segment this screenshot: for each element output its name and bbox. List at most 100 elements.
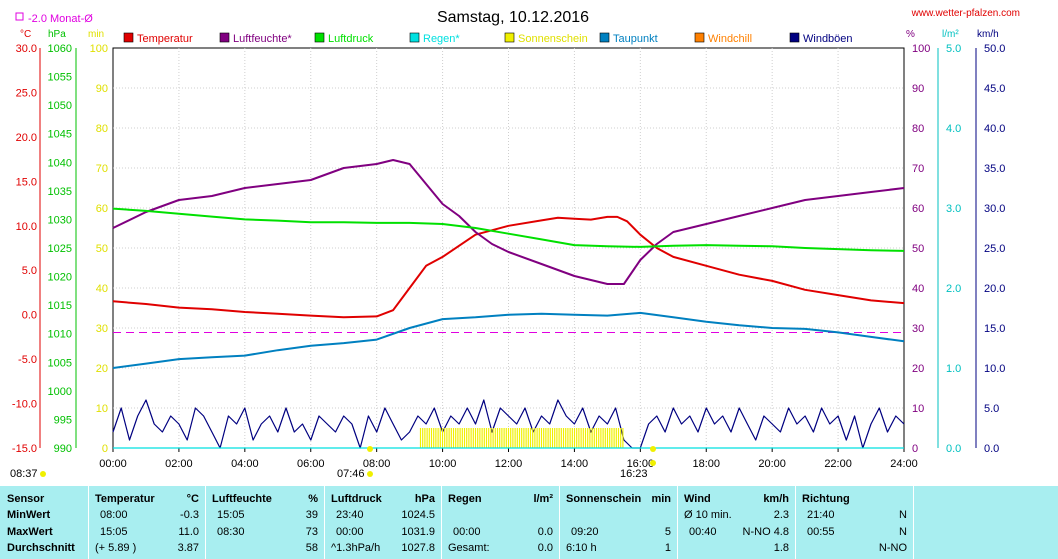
y_temp-tick-2: 20.0 bbox=[16, 132, 37, 144]
sun-markers: 08:37 07:46 16:23 bbox=[10, 446, 656, 480]
y_humidity-tick-7: 30 bbox=[912, 323, 924, 335]
direction-max-value: N bbox=[899, 526, 907, 538]
y_wind-tick-1: 45.0 bbox=[984, 83, 1005, 95]
y_wind-tick-9: 5.0 bbox=[984, 403, 999, 415]
y_sun-tick-1: 90 bbox=[96, 83, 108, 95]
humidity-max-value: 73 bbox=[305, 526, 318, 538]
legend-swatch-7 bbox=[789, 32, 800, 43]
y_sun-tick-10: 0 bbox=[102, 443, 108, 455]
pressure-trend: ^1.3hPa/h bbox=[331, 542, 381, 554]
y_sun-tick-7: 30 bbox=[96, 323, 108, 335]
pressure-max-value: 1031.9 bbox=[401, 526, 435, 538]
y_pressure-tick-8: 1020 bbox=[48, 272, 72, 284]
sunset-icon bbox=[650, 460, 656, 466]
y_humidity-tick-0: 100 bbox=[912, 43, 930, 55]
month-avg-label: -2.0 Monat-Ø bbox=[28, 13, 93, 25]
y_sun-tick-6: 40 bbox=[96, 283, 108, 295]
rain-max-value: 0.0 bbox=[537, 526, 553, 538]
x-tick-2: 04:00 bbox=[231, 458, 259, 470]
legend-swatch-0 bbox=[123, 32, 134, 43]
y_sun-tick-9: 10 bbox=[96, 403, 108, 415]
y_pressure-tick-3: 1045 bbox=[48, 129, 72, 141]
sensor-column: Sensor MinWert MaxWert Durchschnitt bbox=[0, 486, 89, 559]
sunset-marker-icon bbox=[650, 446, 656, 452]
y_pressure-tick-13: 995 bbox=[54, 414, 72, 426]
moonrise-icon bbox=[40, 471, 46, 477]
humidity-max-time: 08:30 bbox=[217, 526, 245, 538]
y_wind-tick-5: 25.0 bbox=[984, 243, 1005, 255]
y_wind-tick-0: 50.0 bbox=[984, 43, 1005, 55]
pressure-min-time: 23:40 bbox=[336, 509, 364, 521]
direction-max-time: 00:55 bbox=[807, 526, 835, 538]
chart-axes: 30.0 25.0 20.0 15.0 10.0 5.0 0.0 -5.0 -10.0 -15.0… bbox=[12, 43, 1006, 470]
y_temp-tick-3: 15.0 bbox=[16, 176, 37, 188]
humidity-column: Luftfeuchte % 15:05 39 08:30 73 58 bbox=[205, 486, 325, 559]
humidity-title: Luftfeuchte bbox=[212, 493, 272, 505]
y_wind-tick-3: 35.0 bbox=[984, 163, 1005, 175]
month-avg-icon bbox=[15, 12, 24, 21]
y_wind-tick-10: 0.0 bbox=[984, 443, 999, 455]
chart-series bbox=[112, 159, 905, 449]
unit-rain: l/m² bbox=[942, 29, 959, 40]
legend-label-4: Sonnenschein bbox=[518, 33, 588, 45]
y_pressure-tick-2: 1050 bbox=[48, 100, 72, 112]
y_pressure-tick-4: 1040 bbox=[48, 157, 72, 169]
temperature-max-value: 11.0 bbox=[178, 526, 199, 538]
sunshine-column: Sonnenschein min 09:20 5 6:10 h 1 bbox=[559, 486, 678, 559]
y_pressure-tick-7: 1025 bbox=[48, 243, 72, 255]
pressure-column: Luftdruck hPa 23:40 1024.5 00:00 1031.9 … bbox=[324, 486, 442, 559]
legend-label-3: Regen* bbox=[423, 33, 460, 45]
rain-total-value: 0.0 bbox=[537, 542, 553, 554]
chart-grid bbox=[112, 47, 905, 449]
legend-label-7: Windböen bbox=[803, 33, 853, 45]
y_sun-tick-3: 70 bbox=[96, 163, 108, 175]
temperature-min-value: -0.3 bbox=[180, 509, 199, 521]
source-link[interactable]: www.wetter-pfalzen.com bbox=[911, 8, 1020, 19]
y_wind-tick-4: 30.0 bbox=[984, 203, 1005, 215]
y_temp-tick-1: 25.0 bbox=[16, 87, 37, 99]
temperature-min-time: 08:00 bbox=[100, 509, 128, 521]
x-tick-1: 02:00 bbox=[165, 458, 193, 470]
temperature-title: Temperatur bbox=[95, 493, 155, 505]
rain-column: Regen l/m² 00:00 0.0 Gesamt: 0.0 bbox=[441, 486, 560, 559]
y_rain-tick-0: 5.0 bbox=[946, 43, 961, 55]
rain-total-label: Gesamt: bbox=[448, 542, 490, 554]
row-label-min: MinWert bbox=[7, 509, 51, 521]
series-line-luftdruck bbox=[112, 207, 905, 252]
y_rain-tick-3: 2.0 bbox=[946, 283, 961, 295]
y_rain-tick-2: 3.0 bbox=[946, 203, 961, 215]
x-tick-12: 24:00 bbox=[890, 458, 918, 470]
y_wind-tick-2: 40.0 bbox=[984, 123, 1005, 135]
row-label-avg: Durchschnitt bbox=[7, 542, 75, 554]
sunrise-marker-icon bbox=[367, 446, 373, 452]
wind-unit: km/h bbox=[763, 493, 789, 505]
sunshine-total: 6:10 h bbox=[566, 542, 597, 554]
summary-table: Sensor MinWert MaxWert Durchschnitt Temp… bbox=[0, 486, 1058, 559]
legend-label-6: Windchill bbox=[708, 33, 752, 45]
y_temp-tick-7: -5.0 bbox=[18, 354, 37, 366]
x-tick-7: 14:00 bbox=[561, 458, 589, 470]
series-line-taupunkt bbox=[112, 311, 905, 369]
y_sun-tick-5: 50 bbox=[96, 243, 108, 255]
temperature-avg-note: (+ 5.89 ) bbox=[95, 542, 137, 554]
direction-min-value: N bbox=[899, 509, 907, 521]
temperature-unit: °C bbox=[186, 493, 199, 505]
y_sun-tick-0: 100 bbox=[90, 43, 108, 55]
pressure-unit: hPa bbox=[414, 493, 435, 505]
y_temp-tick-0: 30.0 bbox=[16, 43, 37, 55]
x-tick-10: 20:00 bbox=[758, 458, 786, 470]
wind-max-value: N-NO 4.8 bbox=[742, 526, 789, 538]
wind-avg10-value: 2.3 bbox=[773, 509, 789, 521]
direction-avg-value: N-NO bbox=[878, 542, 907, 554]
y_pressure-tick-12: 1000 bbox=[48, 386, 72, 398]
y_humidity-tick-3: 70 bbox=[912, 163, 924, 175]
y_pressure-tick-11: 1005 bbox=[48, 357, 72, 369]
temperature-column: Temperatur °C 08:00 -0.3 15:05 11.0 (+ 5… bbox=[88, 486, 206, 559]
y_pressure-tick-6: 1030 bbox=[48, 214, 72, 226]
wind-column: Wind km/h Ø 10 min. 2.3 00:40 N-NO 4.8 1… bbox=[677, 486, 796, 559]
sunshine-max-value: 5 bbox=[664, 526, 671, 538]
y_rain-tick-1: 4.0 bbox=[946, 123, 961, 135]
rain-unit: l/m² bbox=[533, 493, 553, 505]
y_sun-tick-2: 80 bbox=[96, 123, 108, 135]
